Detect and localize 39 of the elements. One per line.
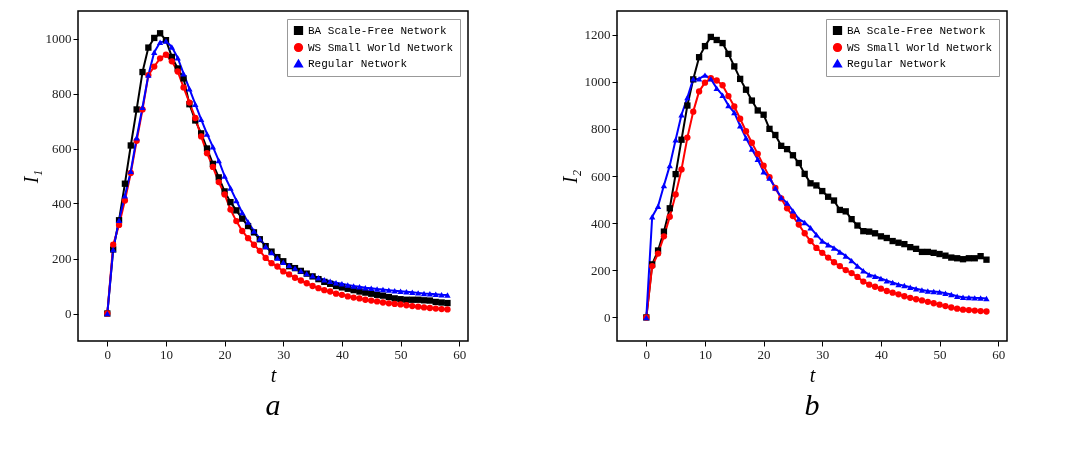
y-tick-label: 1000 (45, 31, 72, 46)
legend-label: WS Small World Network (847, 41, 993, 54)
x-tick-label: 50 (933, 346, 947, 362)
y-tick-label: 600 (591, 168, 611, 184)
x-tick-label: 0 (104, 346, 112, 362)
x-tick-label: 10 (159, 346, 173, 362)
x-tick-label: 0 (643, 346, 651, 362)
y-tick-label: 600 (52, 141, 72, 156)
text: b (804, 388, 820, 421)
y-tick-label: 400 (591, 215, 611, 231)
legend-label: Regular Network (308, 57, 408, 70)
x-tick-label: 50 (394, 346, 408, 362)
legend-label: Regular Network (847, 57, 947, 70)
text: a (265, 388, 281, 421)
x-axis-title: t (809, 363, 816, 386)
y-tick-label: 200 (52, 251, 72, 266)
x-tick-label: 60 (453, 346, 467, 362)
x-tick-label: 60 (992, 346, 1006, 362)
y-tick-label: 800 (52, 86, 72, 101)
x-axis-title: t (270, 363, 277, 386)
x-tick-label: 10 (698, 346, 712, 362)
legend-label: BA Scale-Free Network (308, 24, 448, 37)
x-tick-label: 40 (335, 346, 349, 362)
y-axis-title: I₁ (19, 169, 42, 185)
y-tick-label: 1000 (584, 74, 611, 90)
y-tick-label: 0 (65, 306, 72, 321)
x-tick-label: 40 (874, 346, 888, 362)
y-tick-label: 200 (591, 262, 611, 278)
y-tick-label: 1200 (584, 27, 611, 43)
x-tick-label: 30 (277, 346, 291, 362)
legend-label: BA Scale-Free Network (847, 24, 987, 37)
y-tick-label: 400 (52, 196, 72, 211)
x-tick-label: 30 (816, 346, 830, 362)
y-axis-title: I₂ (558, 169, 581, 185)
y-tick-label: 800 (591, 121, 611, 137)
x-tick-label: 20 (757, 346, 771, 362)
x-tick-label: 20 (218, 346, 232, 362)
y-tick-label: 0 (604, 309, 611, 325)
legend-label: WS Small World Network (308, 41, 454, 54)
